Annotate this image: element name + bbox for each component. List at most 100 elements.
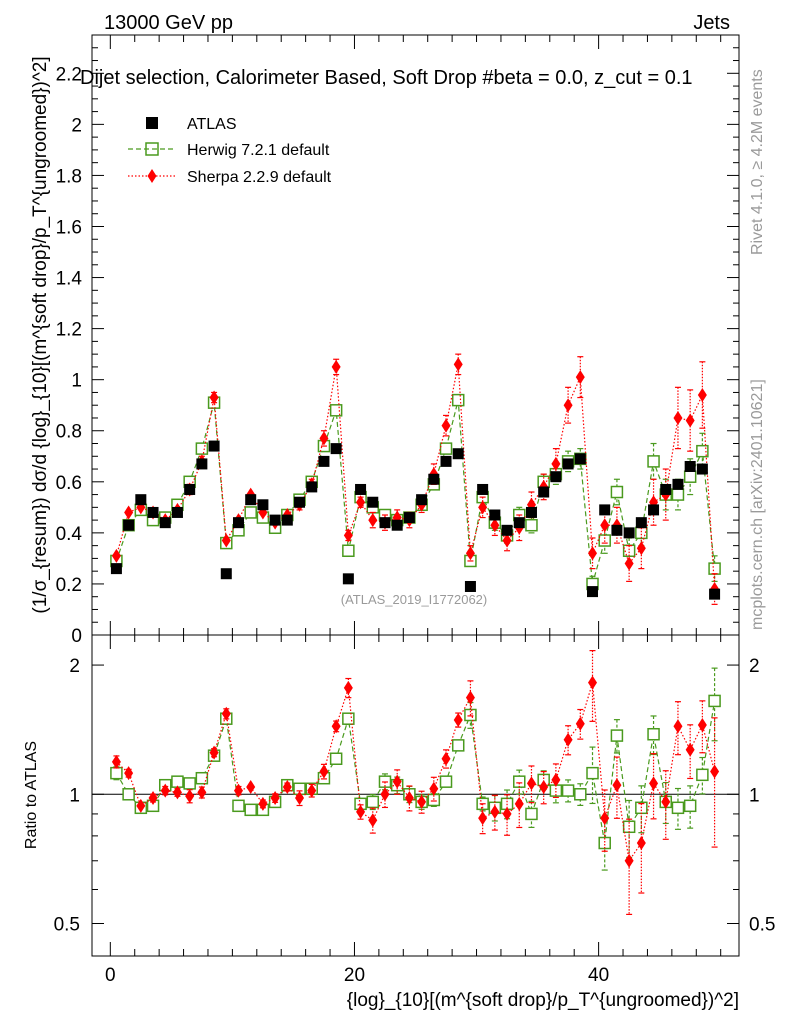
legend-herwig-marker — [145, 142, 159, 156]
atlas-point — [135, 494, 147, 506]
sherpa-point — [575, 370, 585, 385]
sherpa-point — [258, 505, 268, 520]
x-tick-label: 40 — [588, 965, 609, 986]
atlas-point — [257, 499, 269, 511]
x-axis-label: {log}_{10}[(m^{soft drop}/p_T^{ungroomed… — [347, 990, 739, 1011]
ratio-herwig-point — [183, 777, 196, 790]
ratio-herwig-point — [232, 799, 245, 813]
atlas-point — [232, 517, 244, 529]
ratio-herwig-point — [122, 788, 135, 801]
ratio-y-tick-label-left: 1 — [69, 785, 80, 806]
rivet-version-label: Rivet 4.1.0, ≥ 4.2M events — [749, 69, 766, 255]
ratio-sherpa-point — [380, 787, 390, 802]
ratio-sherpa-point — [319, 764, 329, 779]
atlas-point — [428, 473, 440, 485]
ratio-sherpa-point — [307, 783, 317, 798]
atlas-point — [318, 455, 330, 467]
ratio-sherpa-point — [282, 779, 292, 794]
atlas-point — [342, 573, 354, 585]
ratio-sherpa-point — [331, 719, 341, 734]
atlas-point — [171, 506, 183, 518]
selection-title: Dijet selection, Calorimeter Based, Soft… — [80, 67, 693, 89]
sherpa-point — [490, 518, 500, 533]
sherpa-point — [356, 495, 366, 510]
ratio-herwig-point — [451, 739, 465, 752]
atlas-point — [306, 481, 318, 493]
sherpa-point — [465, 546, 475, 561]
sherpa-line — [115, 364, 716, 590]
ratio-herwig-point — [683, 799, 697, 813]
atlas-point — [123, 519, 135, 531]
main-y-tick-label: 0 — [71, 626, 82, 647]
ratio-sherpa-point — [526, 776, 536, 791]
herwig-point — [342, 544, 355, 557]
ratio-herwig-point — [671, 801, 685, 815]
x-tick-label: 20 — [344, 965, 365, 986]
ratio-sherpa-point — [673, 719, 683, 734]
ratio-herwig-point — [525, 807, 538, 821]
mcplots-reference-label: mcplots.cern.ch [arXiv:2401.10621] — [749, 379, 766, 630]
sherpa-point — [441, 418, 451, 433]
atlas-point — [611, 524, 623, 536]
ratio-herwig-point — [610, 729, 624, 742]
legend-sherpa-label: Sherpa 2.2.9 default — [187, 169, 332, 186]
ratio-sherpa-point — [124, 766, 134, 781]
ratio-sherpa-point — [453, 712, 463, 727]
main-y-tick-label: 0.6 — [56, 473, 82, 494]
legend-sherpa-marker — [147, 169, 157, 183]
atlas-point — [599, 504, 611, 516]
herwig-point — [683, 470, 697, 483]
main-y-tick-label: 1.2 — [56, 320, 82, 341]
ratio-sherpa-point — [368, 813, 378, 828]
ratio-herwig-point — [513, 775, 526, 788]
main-y-tick-labels: 0 0.2 0.4 0.6 0.8 1 1.2 1.4 1.6 1.8 2 2.2 — [56, 64, 83, 647]
main-y-tick-label: 0.2 — [56, 575, 82, 596]
ratio-sherpa-point — [246, 779, 256, 794]
energy-label: 13000 GeV pp — [104, 12, 233, 34]
atlas-point — [672, 478, 684, 490]
atlas-point — [477, 483, 489, 495]
sherpa-point — [697, 388, 707, 402]
atlas-point — [709, 588, 721, 600]
ratio-sherpa-point — [465, 690, 475, 705]
atlas-point — [648, 504, 660, 516]
herwig-point — [439, 442, 453, 455]
legend: ATLAS Herwig 7.2.1 default Sherpa 2.2.9 … — [128, 116, 332, 186]
ratio-herwig-series — [110, 667, 721, 871]
main-y-tick-label: 1.6 — [56, 217, 82, 238]
ratio-y-axis-label: Ratio to ATLAS — [23, 741, 40, 849]
main-y-tick-label: 1.8 — [56, 166, 82, 187]
ratio-sherpa-point — [514, 796, 524, 811]
category-label: Jets — [693, 12, 730, 34]
x-tick-labels: 0 20 40 — [105, 965, 609, 986]
atlas-point — [562, 458, 574, 470]
atlas-point — [501, 524, 513, 536]
sherpa-point — [624, 556, 634, 571]
sherpa-point — [368, 513, 378, 528]
herwig-point — [451, 393, 465, 407]
ratio-sherpa-series — [111, 650, 720, 916]
ratio-sherpa-point — [111, 754, 121, 769]
atlas-point — [184, 483, 196, 495]
ratio-sherpa-point — [197, 785, 207, 800]
ratio-herwig-point — [561, 784, 575, 797]
ratio-sherpa-point — [258, 796, 268, 811]
atlas-point — [489, 509, 501, 521]
ratio-sherpa-line — [115, 682, 716, 863]
atlas-point — [403, 512, 415, 524]
ratio-sherpa-point — [661, 794, 671, 809]
ratio-sherpa-point — [343, 680, 353, 695]
atlas-point — [281, 514, 293, 526]
atlas-point — [416, 494, 428, 506]
ratio-sherpa-point — [502, 806, 512, 821]
ratio-sherpa-point — [392, 774, 402, 789]
atlas-point — [525, 506, 537, 518]
atlas-point — [147, 506, 159, 518]
sherpa-point — [636, 541, 646, 556]
ratio-sherpa-point — [160, 783, 170, 798]
ratio-sherpa-point — [185, 789, 195, 804]
atlas-point — [355, 483, 367, 495]
atlas-point — [294, 496, 306, 508]
ratio-herwig-point — [647, 727, 660, 741]
